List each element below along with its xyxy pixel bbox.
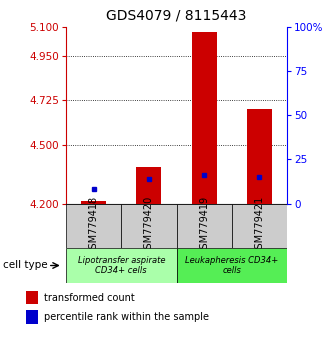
Text: percentile rank within the sample: percentile rank within the sample xyxy=(44,312,209,322)
Bar xyxy=(121,204,177,248)
Bar xyxy=(192,33,216,204)
Bar xyxy=(137,167,161,204)
Text: Leukapheresis CD34+
cells: Leukapheresis CD34+ cells xyxy=(185,256,279,275)
Text: GSM779418: GSM779418 xyxy=(89,196,99,255)
Text: GSM779421: GSM779421 xyxy=(254,196,264,255)
Bar xyxy=(247,109,272,204)
Bar xyxy=(26,310,38,324)
Bar xyxy=(177,204,232,248)
Bar xyxy=(177,248,287,283)
Title: GDS4079 / 8115443: GDS4079 / 8115443 xyxy=(106,8,247,23)
Text: cell type: cell type xyxy=(3,261,48,270)
Bar xyxy=(232,204,287,248)
Text: Lipotransfer aspirate
CD34+ cells: Lipotransfer aspirate CD34+ cells xyxy=(78,256,165,275)
Bar xyxy=(81,201,106,204)
Text: transformed count: transformed count xyxy=(44,293,135,303)
Bar xyxy=(26,291,38,304)
Text: GSM779420: GSM779420 xyxy=(144,196,154,255)
Bar xyxy=(66,204,121,248)
Bar xyxy=(66,248,177,283)
Text: GSM779419: GSM779419 xyxy=(199,196,209,255)
